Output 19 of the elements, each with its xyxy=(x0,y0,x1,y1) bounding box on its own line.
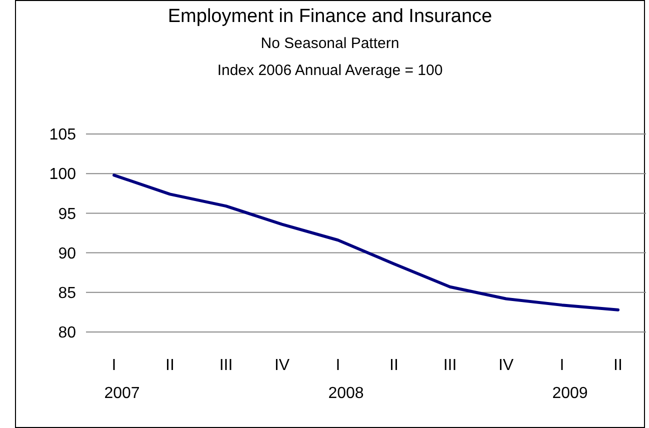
x-tick-label: IV xyxy=(274,357,290,374)
x-tick-label: I 2009 xyxy=(552,357,588,402)
x-tick-label: II xyxy=(614,357,622,374)
y-tick-label: 80 xyxy=(58,324,76,342)
x-tick-label: II xyxy=(166,357,174,374)
x-tick-label: III xyxy=(219,357,233,374)
y-tick-label: 100 xyxy=(49,166,76,184)
y-tick-label: 90 xyxy=(58,245,76,262)
chart-subtitle: No Seasonal Pattern Index 2006 Annual Average = 100 xyxy=(217,35,443,79)
x-tick-label: II xyxy=(390,357,398,374)
chart-title: Employment in Finance and Insurance xyxy=(168,6,492,27)
line-series xyxy=(112,174,620,312)
x-tick-label: III xyxy=(443,357,457,374)
x-tick-label: I 2008 xyxy=(328,357,364,402)
y-tick-label: 85 xyxy=(58,285,76,302)
x-tick-label: I 2007 xyxy=(104,357,140,402)
y-tick-label: 105 xyxy=(49,126,76,144)
y-tick-label: 95 xyxy=(58,206,76,223)
x-tick-label: IV xyxy=(498,357,514,374)
